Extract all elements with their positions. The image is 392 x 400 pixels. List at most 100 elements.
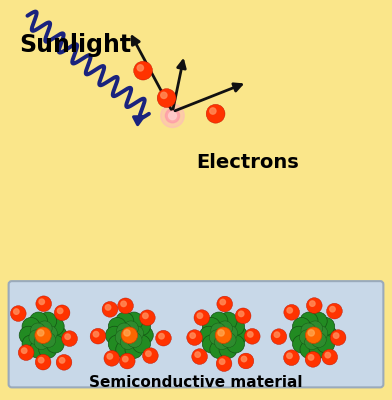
Circle shape <box>197 313 203 318</box>
Circle shape <box>313 326 328 341</box>
Circle shape <box>333 333 339 338</box>
Circle shape <box>227 318 245 336</box>
Circle shape <box>187 330 202 346</box>
Circle shape <box>194 310 210 326</box>
Circle shape <box>46 318 64 336</box>
Circle shape <box>29 340 47 358</box>
Circle shape <box>31 323 45 338</box>
Circle shape <box>219 312 237 330</box>
Circle shape <box>290 326 308 344</box>
Circle shape <box>210 340 228 358</box>
Circle shape <box>300 340 318 358</box>
Circle shape <box>29 330 44 345</box>
FancyBboxPatch shape <box>9 281 383 387</box>
Circle shape <box>39 312 57 330</box>
Circle shape <box>116 312 134 330</box>
Circle shape <box>317 318 335 336</box>
Circle shape <box>22 335 40 353</box>
Circle shape <box>35 354 51 370</box>
Circle shape <box>169 112 176 120</box>
Circle shape <box>120 353 135 369</box>
Circle shape <box>116 340 134 358</box>
Circle shape <box>309 312 327 330</box>
Circle shape <box>238 311 244 316</box>
Circle shape <box>127 332 142 348</box>
Circle shape <box>107 354 113 359</box>
Circle shape <box>134 61 152 80</box>
Circle shape <box>235 308 251 324</box>
Circle shape <box>38 330 44 336</box>
Circle shape <box>36 296 51 312</box>
Circle shape <box>57 308 63 314</box>
Circle shape <box>146 351 151 356</box>
Circle shape <box>105 326 123 344</box>
Circle shape <box>135 326 153 344</box>
Circle shape <box>19 326 37 344</box>
Circle shape <box>102 302 118 317</box>
Circle shape <box>310 301 315 306</box>
Circle shape <box>37 321 52 336</box>
Circle shape <box>287 308 292 313</box>
Circle shape <box>93 332 99 337</box>
Circle shape <box>124 330 130 336</box>
Circle shape <box>190 333 195 338</box>
Circle shape <box>118 298 133 314</box>
Circle shape <box>219 340 237 358</box>
Circle shape <box>299 330 314 345</box>
Circle shape <box>307 298 322 314</box>
Circle shape <box>284 304 299 320</box>
Circle shape <box>156 330 171 346</box>
Circle shape <box>123 321 138 336</box>
Circle shape <box>123 356 128 362</box>
Circle shape <box>300 312 318 330</box>
Text: Electrons: Electrons <box>196 153 299 172</box>
Circle shape <box>210 312 228 330</box>
Circle shape <box>218 321 232 336</box>
Circle shape <box>41 332 56 348</box>
Circle shape <box>317 335 335 353</box>
Circle shape <box>157 89 176 108</box>
Circle shape <box>217 296 232 312</box>
Text: Semiconductive material: Semiconductive material <box>89 375 303 390</box>
Circle shape <box>319 326 338 344</box>
Circle shape <box>322 349 338 365</box>
Circle shape <box>292 335 310 353</box>
Circle shape <box>120 335 135 350</box>
Circle shape <box>301 323 316 338</box>
Circle shape <box>56 354 72 370</box>
Circle shape <box>210 108 216 114</box>
Circle shape <box>292 318 310 336</box>
Circle shape <box>161 92 167 98</box>
Circle shape <box>54 305 70 321</box>
Circle shape <box>121 301 126 306</box>
Circle shape <box>121 327 138 344</box>
Circle shape <box>308 330 314 336</box>
Circle shape <box>238 353 254 369</box>
Circle shape <box>325 352 330 358</box>
Circle shape <box>223 326 238 341</box>
Circle shape <box>159 334 164 339</box>
Circle shape <box>271 329 287 344</box>
Circle shape <box>220 299 225 305</box>
Circle shape <box>161 104 184 128</box>
Circle shape <box>211 323 226 338</box>
Circle shape <box>105 305 111 310</box>
Circle shape <box>115 330 130 345</box>
Circle shape <box>218 330 224 336</box>
Circle shape <box>140 310 155 326</box>
Circle shape <box>311 332 326 348</box>
Circle shape <box>108 335 126 353</box>
Circle shape <box>143 313 148 318</box>
Circle shape <box>35 327 51 344</box>
Circle shape <box>59 358 65 363</box>
Circle shape <box>90 328 106 344</box>
Circle shape <box>42 326 57 341</box>
Circle shape <box>274 332 279 338</box>
Circle shape <box>14 309 19 314</box>
Circle shape <box>229 326 247 344</box>
Circle shape <box>192 349 207 364</box>
Circle shape <box>65 334 71 340</box>
Circle shape <box>227 335 245 353</box>
Circle shape <box>39 299 44 304</box>
Circle shape <box>195 352 200 357</box>
